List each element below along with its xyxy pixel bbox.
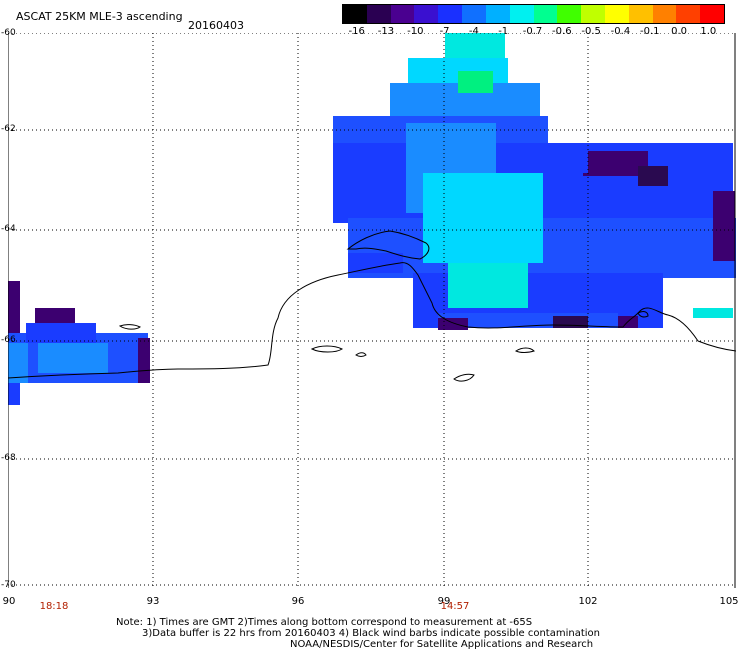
lat-label-66: -66 <box>1 335 16 345</box>
colorbar-tick-label: -1 <box>498 26 509 37</box>
colorbar-segment <box>581 5 605 23</box>
colorbar-segment <box>700 5 724 23</box>
colorbar-tick-label: -13 <box>377 26 395 37</box>
swath-cells <box>8 33 736 405</box>
colorbar-tick-label: -16 <box>348 26 365 37</box>
lat-label-62: -62 <box>1 124 16 134</box>
swath-cell <box>638 166 668 186</box>
swath-cell <box>423 173 543 263</box>
colorbar <box>342 4 725 24</box>
colorbar-tick-label: -7 <box>439 26 450 37</box>
lon-label-99: 99 <box>437 596 451 607</box>
swath-cell <box>713 191 735 261</box>
colorbar-segment <box>485 5 510 23</box>
product-title: ASCAT 25KM MLE-3 ascending <box>16 10 183 23</box>
lat-label-64: -64 <box>1 224 16 234</box>
colorbar-segment <box>604 5 629 23</box>
swath-cell <box>8 281 20 341</box>
island-6 <box>637 311 649 318</box>
coastline <box>8 230 736 382</box>
colorbar-segment <box>676 5 701 23</box>
colorbar-tick-label: -0.4 <box>610 26 631 37</box>
colorbar-segment <box>652 5 677 23</box>
coastline-main <box>8 262 736 379</box>
swath-cell <box>583 151 648 176</box>
note-line-1: Note: 1) Times are GMT 2)Times along bot… <box>116 617 533 628</box>
swath-cell <box>438 318 468 330</box>
colorbar-segment <box>509 5 534 23</box>
colorbar-tick-label: -0.6 <box>552 26 572 37</box>
colorbar-segment <box>366 5 391 23</box>
lon-label-102: 102 <box>578 596 598 607</box>
island-5 <box>515 347 535 353</box>
colorbar-labels: -16 -13 -10 -7 -4 -1 -0.7 -0.6 -0.5 -0.4 -0.1 0.0 1.… <box>342 26 723 38</box>
island-4 <box>453 373 475 382</box>
lat-label-70: -70 <box>1 580 16 590</box>
lat-label-60: -60 <box>1 28 16 38</box>
colorbar-segment <box>557 5 582 23</box>
colorbar-tick-label: -0.7 <box>522 26 543 37</box>
colorbar-segment <box>533 5 558 23</box>
swath-cell <box>693 308 733 318</box>
colorbar-segment <box>414 5 439 23</box>
colorbar-tick-label: 1.0 <box>700 26 717 37</box>
swath-cell <box>26 323 96 343</box>
colorbar-tick-label: -4 <box>468 26 479 37</box>
island-2 <box>310 345 343 353</box>
colorbar-tick-label: -10 <box>407 26 424 37</box>
swath-cell <box>38 343 108 373</box>
colorbar-tick-label: -0.1 <box>639 26 660 37</box>
swath-cell <box>8 343 28 383</box>
swath-cell <box>138 338 150 383</box>
island-3 <box>355 352 367 357</box>
lon-label-105: 105 <box>719 596 739 607</box>
swath-cell <box>458 71 493 93</box>
swath-cell <box>445 33 505 58</box>
colorbar-segment <box>628 5 653 23</box>
swath-cell <box>8 383 20 405</box>
product-date: 20160403 <box>188 19 244 32</box>
colorbar-segment <box>462 5 486 23</box>
coastline-ice-shelf <box>346 230 430 260</box>
lon-label-96: 96 <box>291 596 305 607</box>
colorbar-segment <box>390 5 415 23</box>
island-1 <box>118 324 141 330</box>
colorbar-segment <box>343 5 367 23</box>
swath-cell <box>548 143 588 173</box>
time-label-west: 18:18 <box>39 601 69 612</box>
note-line-3: NOAA/NESDIS/Center for Satellite Applica… <box>290 639 594 650</box>
lon-label-90: 90 <box>2 596 16 607</box>
colorbar-tick-label: -0.5 <box>581 26 601 37</box>
note-line-2: 3)Data buffer is 22 hrs from 20160403 4)… <box>142 628 600 639</box>
lon-label-93: 93 <box>146 596 160 607</box>
colorbar-tick-label: 0.0 <box>671 26 687 37</box>
colorbar-segment <box>438 5 463 23</box>
time-label-center: 14:57 <box>440 601 470 612</box>
swath-cell <box>348 253 403 273</box>
swath-cell <box>448 263 528 308</box>
lat-label-68: -68 <box>1 453 16 463</box>
grid-lines <box>8 33 736 588</box>
map-plot <box>8 33 736 588</box>
